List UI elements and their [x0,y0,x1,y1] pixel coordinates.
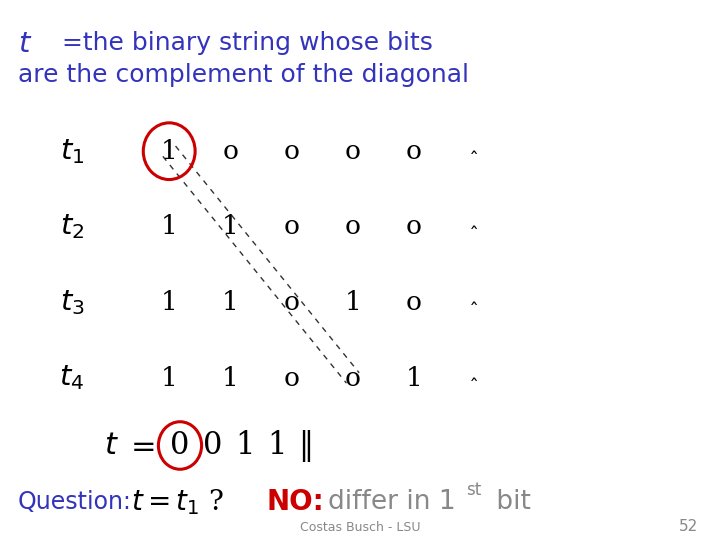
Text: 1: 1 [161,366,178,390]
Text: $\hat{}$: $\hat{}$ [471,369,480,387]
Text: 1: 1 [405,366,423,390]
Text: $t$: $t$ [18,29,32,58]
Text: Costas Busch - LSU: Costas Busch - LSU [300,521,420,534]
Text: o: o [284,366,300,390]
Text: o: o [284,139,300,164]
Text: o: o [345,214,361,239]
Text: $=$: $=$ [125,430,156,461]
Text: bit: bit [488,489,531,515]
Text: o: o [284,290,300,315]
Text: $\hat{}$: $\hat{}$ [471,293,480,312]
Text: 1: 1 [161,290,178,315]
Text: 1: 1 [161,139,178,164]
Text: $\hat{}$: $\hat{}$ [471,218,480,236]
Text: o: o [406,290,422,315]
Text: 1: 1 [267,430,287,461]
Text: $t_2$: $t_2$ [60,212,84,241]
Text: =the binary string whose bits: =the binary string whose bits [54,31,433,55]
Text: 1: 1 [235,430,255,461]
Text: o: o [406,214,422,239]
Text: differ in 1: differ in 1 [328,489,455,515]
Text: 0: 0 [171,430,189,461]
Text: $t = t_1$: $t = t_1$ [131,488,200,517]
Text: 1: 1 [222,214,239,239]
Text: ?: ? [209,489,223,516]
Text: st: st [467,481,482,500]
Text: Question:: Question: [18,490,132,514]
Text: 1: 1 [344,290,361,315]
Text: ‖: ‖ [298,429,314,462]
Text: o: o [406,139,422,164]
Text: $\hat{}$: $\hat{}$ [471,142,480,160]
Text: 52: 52 [679,518,698,534]
Text: 1: 1 [222,366,239,390]
Text: are the complement of the diagonal: are the complement of the diagonal [18,63,469,86]
Text: NO:: NO: [266,488,324,516]
Text: 1: 1 [161,214,178,239]
Text: 1: 1 [222,290,239,315]
Text: o: o [222,139,238,164]
Text: $t_1$: $t_1$ [60,137,84,166]
Text: $t_4$: $t_4$ [60,363,84,393]
Text: $t_3$: $t_3$ [60,288,84,317]
Text: o: o [284,214,300,239]
Text: o: o [345,366,361,390]
Text: o: o [345,139,361,164]
Text: $t$: $t$ [104,430,119,461]
Text: 0: 0 [203,430,222,461]
